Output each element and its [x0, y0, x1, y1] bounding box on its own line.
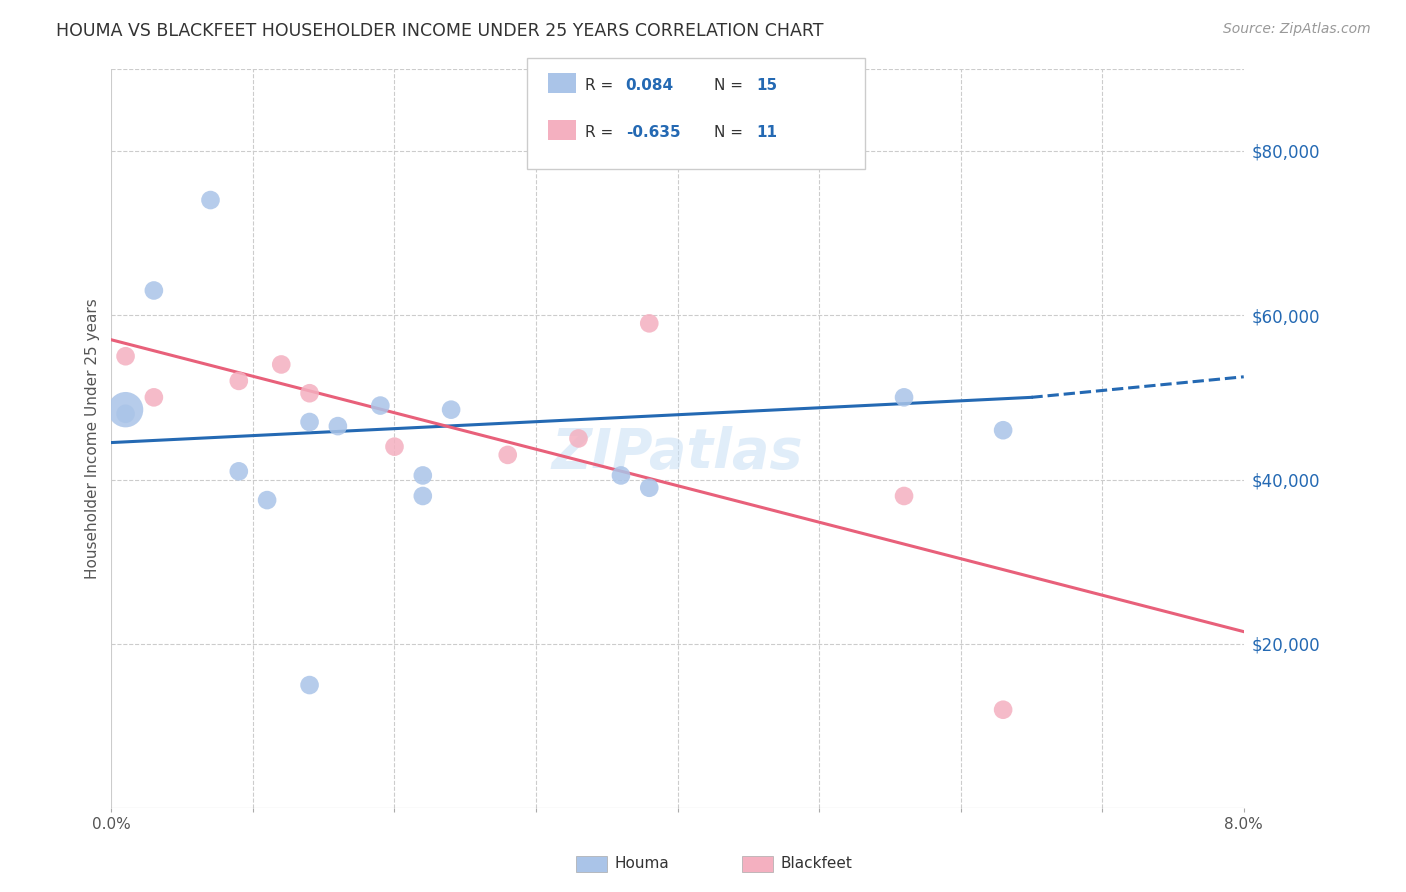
Point: [298, 386, 321, 401]
Text: N =: N =: [714, 78, 748, 93]
Point: [326, 419, 349, 434]
Point: [200, 193, 222, 207]
Text: ZIPatlas: ZIPatlas: [551, 426, 803, 480]
Point: [370, 399, 392, 413]
Point: [440, 402, 463, 417]
Point: [270, 358, 292, 372]
Point: [496, 448, 519, 462]
Point: [142, 390, 165, 404]
Point: [638, 317, 661, 331]
Y-axis label: Householder Income Under 25 years: Householder Income Under 25 years: [86, 298, 100, 579]
Point: [298, 415, 321, 429]
Point: [893, 390, 915, 404]
Text: Houma: Houma: [614, 856, 669, 871]
Point: [638, 481, 661, 495]
Point: [567, 432, 589, 446]
Text: HOUMA VS BLACKFEET HOUSEHOLDER INCOME UNDER 25 YEARS CORRELATION CHART: HOUMA VS BLACKFEET HOUSEHOLDER INCOME UN…: [56, 22, 824, 40]
Text: R =: R =: [585, 78, 619, 93]
Text: 0.084: 0.084: [626, 78, 673, 93]
Point: [114, 349, 136, 363]
Point: [256, 493, 278, 508]
Text: -0.635: -0.635: [626, 125, 681, 140]
Point: [412, 468, 434, 483]
Point: [384, 440, 406, 454]
Text: 15: 15: [756, 78, 778, 93]
Text: Source: ZipAtlas.com: Source: ZipAtlas.com: [1223, 22, 1371, 37]
Point: [228, 374, 250, 388]
Point: [412, 489, 434, 503]
Point: [991, 703, 1014, 717]
Point: [991, 423, 1014, 437]
Point: [114, 407, 136, 421]
Text: N =: N =: [714, 125, 748, 140]
Point: [893, 489, 915, 503]
Point: [228, 464, 250, 478]
Point: [298, 678, 321, 692]
Point: [610, 468, 633, 483]
Point: [114, 402, 136, 417]
Text: R =: R =: [585, 125, 619, 140]
Point: [142, 284, 165, 298]
Text: Blackfeet: Blackfeet: [780, 856, 852, 871]
Text: 11: 11: [756, 125, 778, 140]
